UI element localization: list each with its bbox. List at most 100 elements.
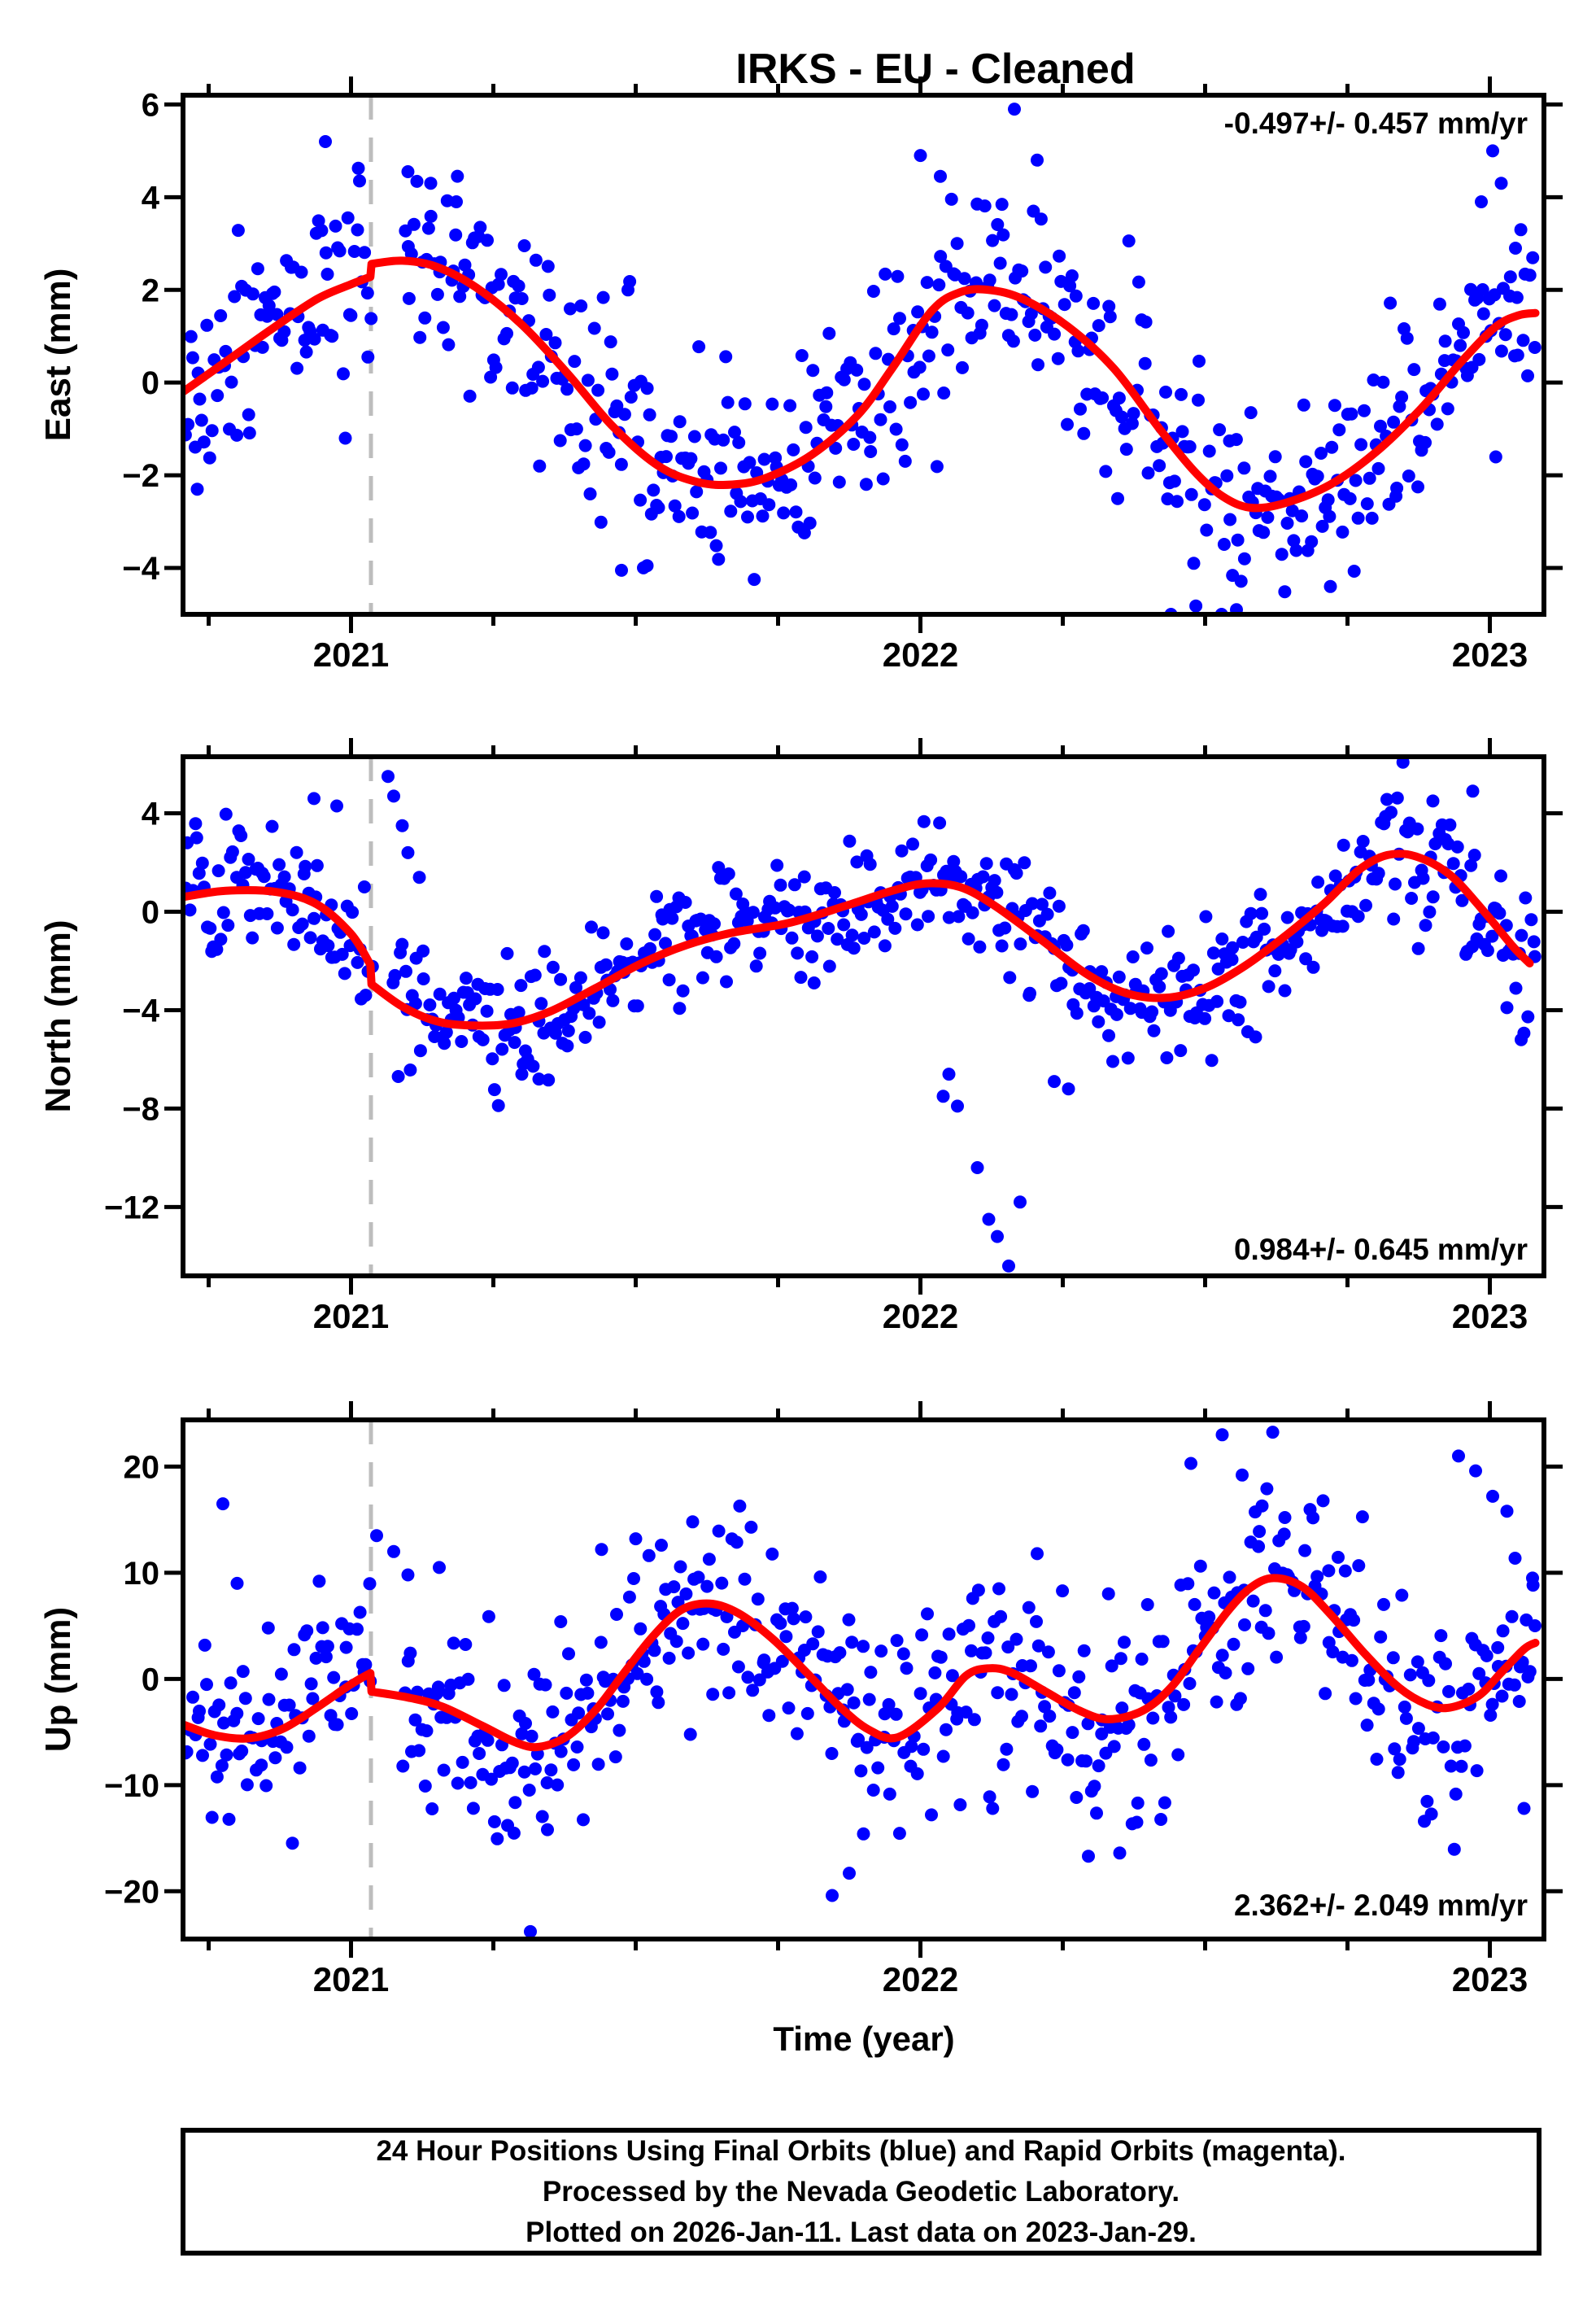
scatter-point: [920, 276, 934, 290]
scatter-point: [751, 1592, 765, 1606]
scatter-point: [455, 1035, 469, 1048]
scatter-point: [1177, 1697, 1191, 1711]
scatter-point: [696, 971, 709, 985]
scatter-point: [1123, 1002, 1137, 1015]
scatter-point: [1122, 234, 1136, 248]
scatter-point: [1280, 517, 1294, 530]
outlier-point: [914, 149, 927, 163]
scatter-point: [1521, 369, 1534, 382]
scatter-point: [831, 932, 844, 946]
scatter-point: [978, 199, 992, 213]
scatter-point: [1496, 1624, 1510, 1638]
scatter-point: [900, 1662, 914, 1675]
scatter-point: [1074, 402, 1087, 416]
scatter-point: [185, 351, 199, 365]
scatter-point: [986, 1802, 1000, 1815]
y-tick-label: 0: [142, 365, 159, 401]
scatter-point: [1102, 299, 1116, 313]
scatter-point: [676, 984, 690, 998]
scatter-point: [722, 867, 735, 880]
scatter-point: [971, 1583, 985, 1597]
scatter-point: [1159, 385, 1172, 399]
scatter-point: [996, 1758, 1010, 1771]
scatter-point: [1112, 391, 1126, 405]
scatter-point: [1356, 835, 1370, 848]
scatter-point: [1462, 1682, 1476, 1696]
scatter-point: [1253, 1525, 1267, 1539]
outlier-point: [991, 1229, 1004, 1243]
scatter-point: [310, 858, 324, 872]
scatter-point: [451, 169, 464, 183]
scatter-point: [1476, 307, 1490, 321]
scatter-point: [863, 858, 877, 871]
y-tick-label: 10: [124, 1556, 160, 1592]
scatter-point: [787, 1612, 800, 1626]
scatter-point: [1306, 1511, 1320, 1525]
scatter-point: [854, 907, 868, 921]
scatter-point: [1056, 1584, 1070, 1598]
scatter-point: [300, 1624, 314, 1638]
outlier-point: [395, 819, 409, 832]
year-label: 2021: [313, 635, 389, 674]
scatter-point: [189, 817, 203, 831]
scatter-point: [214, 309, 228, 322]
scatter-point: [396, 1759, 410, 1773]
scatter-point: [531, 360, 545, 374]
scatter-point: [572, 1706, 586, 1720]
scatter-point: [238, 866, 252, 880]
scatter-point: [1347, 565, 1361, 578]
scatter-point: [1061, 417, 1074, 431]
scatter-point: [1349, 1692, 1363, 1705]
scatter-point: [803, 516, 817, 530]
scatter-point: [1470, 1764, 1484, 1778]
scatter-point: [627, 1572, 640, 1585]
outlier-point: [412, 871, 426, 884]
scatter-point: [650, 889, 664, 903]
scatter-point: [967, 1713, 981, 1727]
scatter-point: [783, 903, 796, 917]
scatter-point: [463, 389, 477, 403]
scatter-point: [224, 1676, 238, 1690]
scatter-point: [660, 450, 673, 464]
scatter-point: [495, 1042, 509, 1056]
y-tick-label: 20: [124, 1449, 160, 1485]
scatter-point: [687, 430, 701, 443]
scatter-point: [1246, 1594, 1260, 1608]
scatter-point: [885, 899, 899, 913]
scatter-point: [1422, 1674, 1436, 1688]
scatter-point: [567, 1758, 581, 1771]
scatter-point: [962, 1618, 975, 1632]
scatter-point: [1126, 950, 1140, 963]
scatter-point: [620, 937, 634, 950]
outlier-point: [1130, 1815, 1144, 1829]
scatter-point: [640, 1672, 654, 1686]
scatter-point: [1524, 913, 1538, 927]
scatter-point: [1349, 474, 1363, 487]
scatter-point: [286, 903, 299, 917]
scatter-point: [359, 989, 373, 1002]
scatter-point: [1244, 406, 1258, 420]
scatter-point: [439, 1025, 453, 1039]
scatter-point: [1332, 1550, 1345, 1564]
outlier-point: [1002, 1259, 1015, 1273]
scatter-point: [837, 918, 851, 932]
scatter-point: [1526, 251, 1540, 264]
scatter-point: [748, 573, 761, 587]
scatter-point: [1162, 924, 1175, 938]
scatter-point: [608, 1750, 622, 1764]
scatter-point: [277, 325, 291, 338]
outlier-point: [532, 1072, 546, 1086]
scatter-point: [1015, 264, 1029, 278]
scatter-point: [1184, 487, 1198, 501]
scatter-point: [911, 305, 925, 319]
scatter-point: [1083, 982, 1097, 995]
scatter-point: [712, 552, 726, 566]
scatter-point: [562, 1647, 575, 1661]
scatter-point: [829, 441, 843, 455]
scatter-point: [679, 1587, 693, 1601]
scatter-point: [1057, 298, 1071, 312]
scatter-point: [335, 947, 349, 961]
scatter-point: [774, 1617, 787, 1630]
scatter-point: [1323, 509, 1337, 523]
scatter-point: [790, 1727, 804, 1740]
